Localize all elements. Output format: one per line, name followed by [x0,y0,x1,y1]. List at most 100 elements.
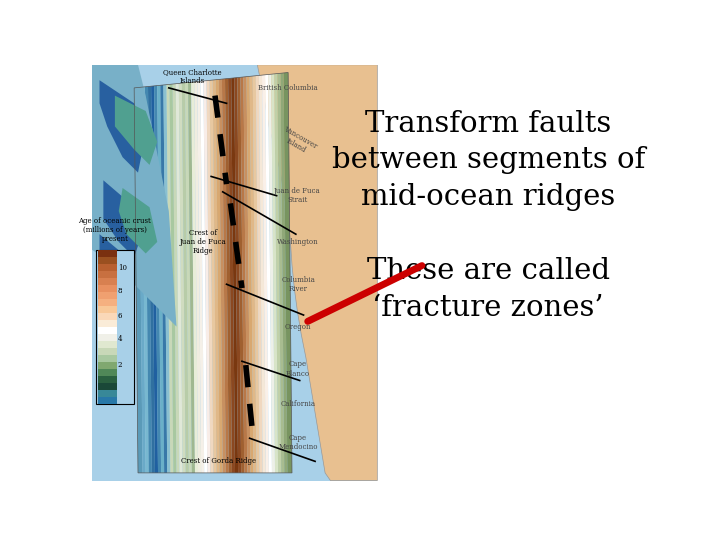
Text: Age of oceanic crust
(millions of years)
present: Age of oceanic crust (millions of years)… [78,217,151,244]
Polygon shape [154,85,161,473]
Polygon shape [200,81,207,473]
Text: 6: 6 [118,312,122,320]
Bar [98,348,117,355]
Bar [98,285,117,292]
Bar [98,278,117,285]
Bar [98,369,117,376]
Text: Queen Charlotte
Islands: Queen Charlotte Islands [163,68,221,85]
Text: 2: 2 [118,361,122,369]
Polygon shape [231,78,238,473]
Polygon shape [188,82,195,473]
Polygon shape [170,84,176,473]
Bar [98,389,117,396]
Text: Transform faults
between segments of
mid-ocean ridges: Transform faults between segments of mid… [331,110,645,211]
Polygon shape [225,78,232,473]
Bar [98,355,117,362]
Text: Oregon: Oregon [285,322,312,330]
Polygon shape [104,180,142,257]
Bar [98,383,117,389]
Text: Crest of Gorda Ridge: Crest of Gorda Ridge [181,457,256,465]
Polygon shape [191,82,198,473]
Polygon shape [257,65,377,481]
Polygon shape [204,80,210,473]
Polygon shape [185,83,192,473]
Polygon shape [210,80,217,473]
Polygon shape [115,96,157,165]
Polygon shape [119,188,157,253]
Text: These are called
‘fracture zones’: These are called ‘fracture zones’ [366,257,610,322]
Bar [98,376,117,383]
Text: Cape
Mendocino: Cape Mendocino [279,434,318,451]
Polygon shape [99,234,130,276]
Polygon shape [281,73,287,473]
Polygon shape [197,82,204,473]
Polygon shape [243,77,251,473]
Polygon shape [268,74,275,473]
Polygon shape [92,65,176,327]
Text: 10: 10 [118,264,127,272]
Polygon shape [148,86,155,473]
Polygon shape [216,79,222,473]
Bar [98,320,117,327]
Polygon shape [259,75,266,473]
Bar [98,341,117,348]
Polygon shape [256,76,263,473]
Text: Juan de Fuca
Strait: Juan de Fuca Strait [274,187,321,204]
Polygon shape [194,82,201,473]
Polygon shape [99,80,145,173]
Polygon shape [139,87,145,473]
Bar [98,292,117,299]
Polygon shape [274,73,282,473]
Bar [98,327,117,334]
Bar [92,65,377,481]
Text: 8: 8 [118,287,122,295]
Text: 4: 4 [118,335,122,343]
Polygon shape [212,80,220,473]
Polygon shape [151,86,158,473]
Polygon shape [271,74,278,473]
Polygon shape [234,78,241,473]
Polygon shape [176,84,183,473]
Bar [98,362,117,369]
Polygon shape [284,72,292,473]
Polygon shape [145,86,152,473]
Polygon shape [163,85,171,473]
Text: Columbia
River: Columbia River [282,275,315,293]
Polygon shape [134,87,143,473]
Polygon shape [157,85,164,473]
Text: Vancouver
Island: Vancouver Island [278,125,319,159]
Polygon shape [166,84,174,473]
Polygon shape [277,73,284,473]
Bar [96,249,134,403]
Text: Crest of
Juan de Fuca
Ridge: Crest of Juan de Fuca Ridge [180,229,227,255]
Polygon shape [238,77,244,473]
Text: Washington: Washington [277,238,319,246]
Polygon shape [161,85,167,473]
Bar [98,306,117,313]
Polygon shape [240,77,248,473]
Bar [98,334,117,341]
Polygon shape [207,80,213,473]
Bar [98,313,117,320]
Polygon shape [142,87,149,473]
Polygon shape [222,79,229,473]
Bar [98,396,117,403]
Polygon shape [246,76,253,473]
Bar [98,271,117,278]
Polygon shape [219,79,226,473]
Polygon shape [173,84,179,473]
Polygon shape [262,75,269,473]
Polygon shape [182,83,189,473]
Polygon shape [179,83,186,473]
Text: British Columbia: British Columbia [258,84,318,92]
Polygon shape [265,75,272,473]
Polygon shape [250,76,256,473]
Polygon shape [228,78,235,473]
Polygon shape [253,76,260,473]
Bar [98,264,117,271]
Text: California: California [281,400,316,408]
Bar [98,299,117,306]
Bar [98,256,117,264]
Text: Cape
Blanco: Cape Blanco [286,360,310,377]
Bar [98,249,117,256]
